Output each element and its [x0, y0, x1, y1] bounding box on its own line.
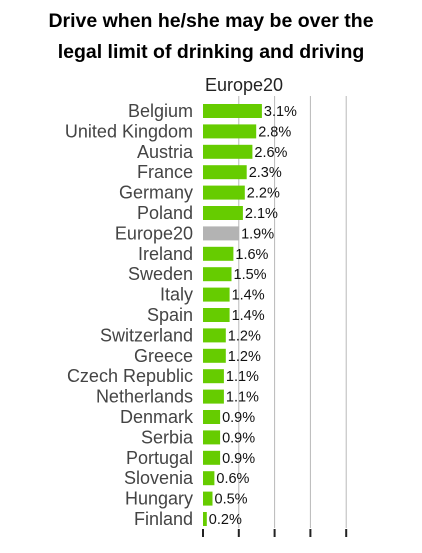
category-label: Hungary — [125, 489, 193, 509]
bar — [203, 124, 257, 139]
value-label: 1.2% — [228, 328, 261, 344]
bar — [203, 430, 221, 445]
bar — [203, 206, 243, 220]
bar — [203, 185, 245, 200]
bar — [203, 491, 213, 506]
category-label: Italy — [160, 285, 193, 305]
category-label: Netherlands — [96, 387, 193, 407]
bar — [203, 328, 226, 343]
value-label: 1.6% — [235, 247, 268, 263]
value-label: 1.1% — [226, 369, 259, 385]
category-label: Finland — [134, 509, 193, 529]
category-label: Slovenia — [124, 468, 194, 488]
bar — [203, 450, 221, 465]
bar — [203, 267, 232, 282]
category-label: France — [137, 162, 193, 182]
value-label: 0.9% — [222, 430, 255, 446]
category-label: Czech Republic — [67, 366, 193, 386]
category-label: Belgium — [128, 101, 193, 121]
value-label: 1.9% — [241, 226, 274, 242]
category-label: Austria — [137, 142, 194, 162]
value-label: 0.2% — [209, 512, 242, 528]
category-label: Portugal — [126, 448, 193, 468]
category-label: Sweden — [128, 264, 193, 284]
value-label: 2.2% — [247, 186, 280, 202]
category-label: United Kingdom — [65, 121, 193, 141]
bar — [203, 389, 224, 404]
bar — [203, 308, 230, 322]
bar — [203, 369, 224, 384]
category-label: Denmark — [120, 407, 194, 427]
value-label: 3.1% — [264, 104, 297, 120]
bars — [203, 104, 262, 526]
bar — [203, 246, 234, 261]
bar — [203, 144, 253, 159]
value-label: 1.2% — [228, 349, 261, 365]
bar — [203, 165, 247, 180]
axis-ticks — [202, 529, 348, 537]
value-label: 0.9% — [222, 410, 255, 426]
value-label: 1.4% — [232, 288, 265, 304]
value-label: 2.3% — [249, 165, 282, 181]
bar — [203, 512, 207, 526]
category-label: Poland — [137, 203, 193, 223]
value-label: 2.8% — [258, 124, 291, 140]
chart-title: Drive when he/she may be over the legal … — [48, 10, 374, 63]
bar — [203, 348, 226, 363]
value-label: 0.5% — [215, 492, 248, 508]
bar — [203, 104, 262, 118]
bar — [203, 410, 221, 424]
value-label: 1.1% — [226, 390, 259, 406]
value-label: 2.1% — [245, 206, 278, 222]
category-label: Ireland — [138, 244, 193, 264]
value-label: 0.6% — [216, 471, 249, 487]
bar — [203, 287, 230, 302]
category-label: Spain — [147, 305, 193, 325]
bar — [203, 471, 215, 486]
value-labels: 3.1% 2.8% 2.6% 2.3% 2.2% 2.1% 1.9% 1.6% 1.5% 1.4%… — [209, 104, 297, 528]
series-label: Europe20 — [205, 75, 284, 95]
category-label: Europe20 — [115, 223, 193, 243]
category-label: Germany — [119, 183, 193, 203]
category-label: Serbia — [141, 427, 194, 447]
category-label: Greece — [134, 346, 193, 366]
value-label: 1.4% — [232, 308, 265, 324]
value-label: 0.9% — [222, 451, 255, 467]
value-label: 1.5% — [234, 267, 267, 283]
category-label: Switzerland — [100, 325, 193, 345]
bar — [203, 226, 240, 241]
value-label: 2.6% — [254, 145, 287, 161]
